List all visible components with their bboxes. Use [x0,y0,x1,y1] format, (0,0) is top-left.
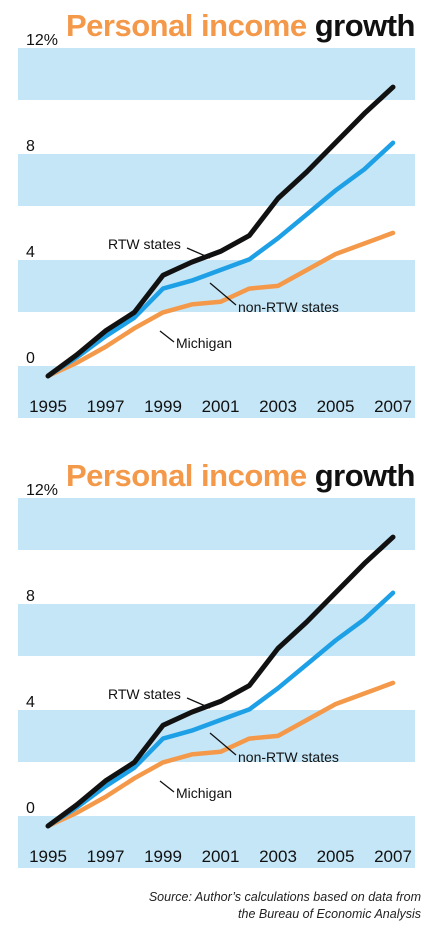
line-chart: 0 4 8 12% 1995 1997 1999 2001 2003 2005 2007 RTW st… [18,32,415,418]
y-tick-label: 0 [26,350,35,367]
y-tick-label: 8 [26,588,35,605]
annotation-label: RTW states [108,686,181,702]
chart-title-rest: growth [314,458,416,493]
source-line-2: the Bureau of Economic Analysis [238,907,421,921]
annotation-label: non-RTW states [238,299,339,315]
annotation-leader-line [159,330,175,343]
series-lines [45,534,396,829]
source-line-1: Source: Author’s calculations based on d… [148,890,421,904]
y-axis-labels: 0 4 8 12% [26,482,58,817]
x-tick-label: 1997 [87,397,125,416]
series-line-michigan [45,230,396,379]
x-tick-label: 2005 [317,397,355,416]
background-bands [18,48,415,418]
y-tick-label: 12% [26,482,58,499]
x-tick-label: 1999 [144,397,182,416]
annotation-leader-line [159,780,175,793]
background-bands [18,498,415,868]
grid-band [18,816,415,868]
y-tick-label: 4 [26,244,35,261]
series-line-michigan [45,680,396,829]
x-tick-label: 1995 [29,397,67,416]
annotation-leader-line [209,732,237,756]
chart-title-highlight: Personal income [65,8,307,43]
line-annotations: RTW states non-RTW states Michigan [108,236,339,351]
source-note: Source: Author’s calculations based on d… [149,889,421,923]
annotation-label: RTW states [108,236,181,252]
y-tick-label: 12% [26,32,58,49]
line-chart: 0 4 8 12% 1995 1997 1999 2001 2003 2005 2007 RTW st… [18,482,415,868]
grid-band [18,604,415,656]
x-tick-label: 2001 [202,847,240,866]
x-axis-labels: 1995 1997 1999 2001 2003 2005 2007 [29,397,412,416]
x-axis-labels: 1995 1997 1999 2001 2003 2005 2007 [29,847,412,866]
line-annotations: RTW states non-RTW states Michigan [108,686,339,801]
y-axis-labels: 0 4 8 12% [26,32,58,367]
series-line-non-rtw-states [45,140,396,379]
y-tick-label: 0 [26,800,35,817]
annotation-leader-line [186,697,211,709]
annotation-leader-line [186,247,211,259]
x-tick-label: 1999 [144,847,182,866]
chart-panel-2: Personal income growth 0 4 8 12% 1995 1997 199… [0,450,435,870]
series-line-rtw-states [45,84,396,379]
chart-title: Personal income growth [65,458,416,494]
x-tick-label: 1995 [29,847,67,866]
grid-band [18,366,415,418]
y-tick-label: 8 [26,138,35,155]
chart-title-rest: growth [314,8,416,43]
series-line-rtw-states [45,534,396,829]
annotation-label: non-RTW states [238,749,339,765]
chart-panel-1: Personal income growth 0 4 8 12% 1995 1997 199… [0,0,435,420]
x-tick-label: 2003 [259,397,297,416]
annotation-label: Michigan [176,785,232,801]
grid-band [18,154,415,206]
x-tick-label: 2005 [317,847,355,866]
x-tick-label: 2001 [202,397,240,416]
x-tick-label: 2007 [374,397,412,416]
series-line-non-rtw-states [45,590,396,829]
chart-title: Personal income growth [65,8,416,44]
x-tick-label: 1997 [87,847,125,866]
chart-title-highlight: Personal income [65,458,307,493]
grid-band [18,498,415,550]
grid-band [18,48,415,100]
y-tick-label: 4 [26,694,35,711]
series-lines [45,84,396,379]
x-tick-label: 2003 [259,847,297,866]
x-tick-label: 2007 [374,847,412,866]
annotation-label: Michigan [176,335,232,351]
annotation-leader-line [209,282,237,306]
